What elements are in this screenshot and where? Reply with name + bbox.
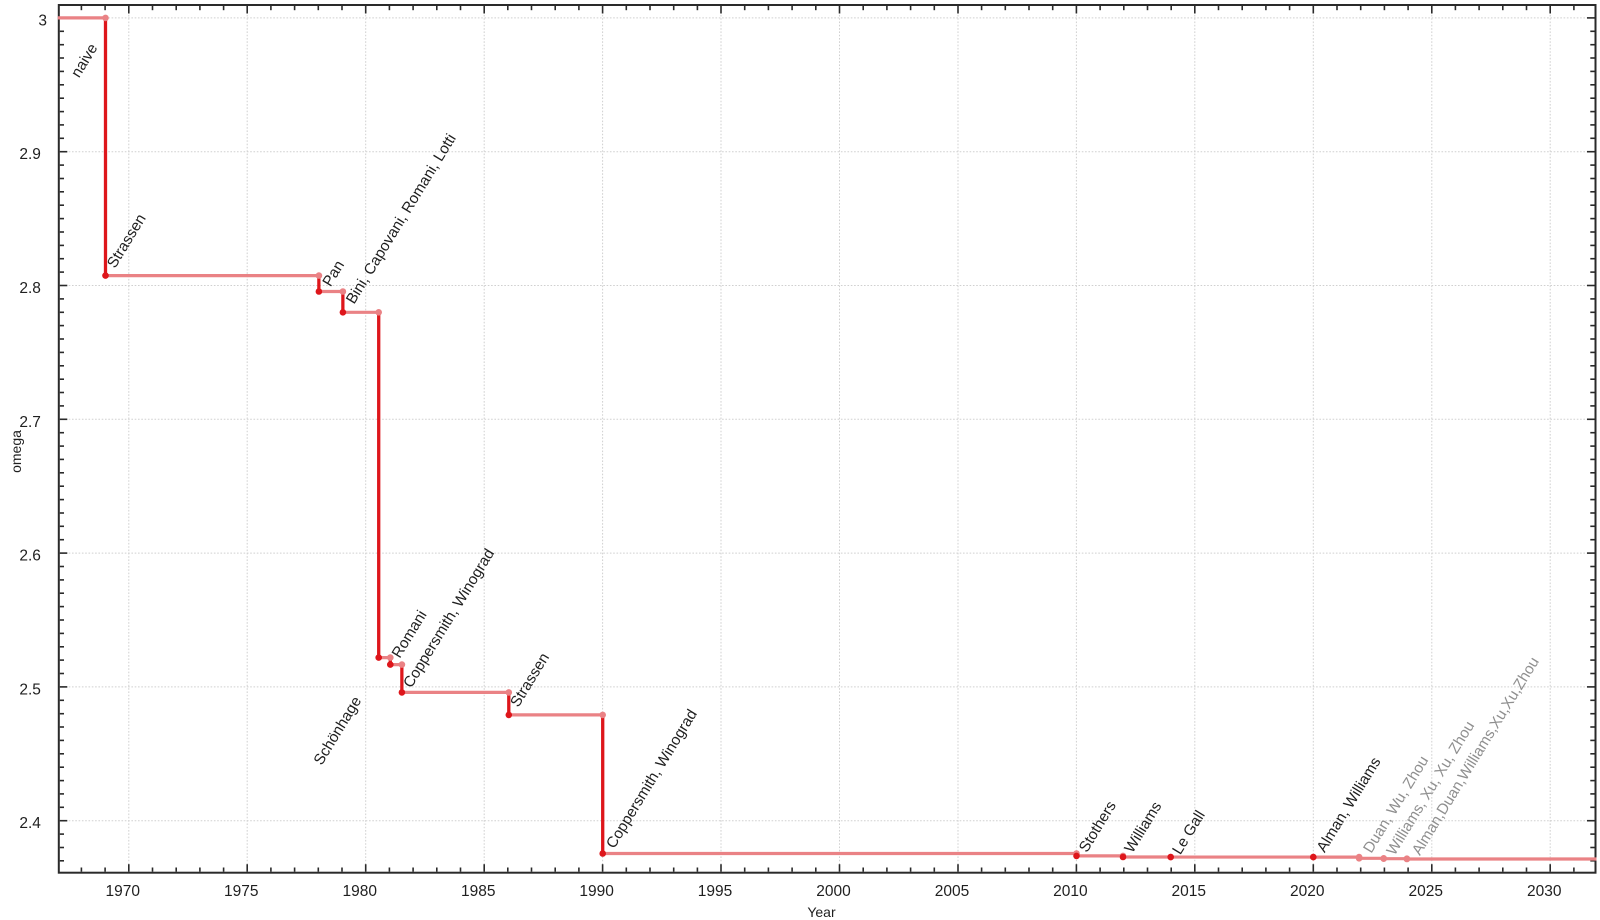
svg-text:2.7: 2.7 bbox=[19, 414, 41, 431]
svg-text:1980: 1980 bbox=[342, 883, 377, 900]
svg-text:2.8: 2.8 bbox=[19, 280, 41, 297]
svg-text:2025: 2025 bbox=[1409, 883, 1443, 900]
svg-text:1995: 1995 bbox=[698, 883, 732, 900]
svg-text:1975: 1975 bbox=[224, 883, 258, 900]
svg-text:2000: 2000 bbox=[816, 883, 851, 900]
svg-text:2.5: 2.5 bbox=[19, 681, 41, 698]
svg-text:Year: Year bbox=[807, 904, 836, 920]
svg-text:2030: 2030 bbox=[1527, 883, 1562, 900]
svg-text:2.4: 2.4 bbox=[19, 815, 41, 832]
svg-text:1985: 1985 bbox=[461, 883, 495, 900]
svg-text:2010: 2010 bbox=[1053, 883, 1088, 900]
svg-text:2.9: 2.9 bbox=[19, 146, 41, 163]
svg-text:2.6: 2.6 bbox=[19, 548, 41, 565]
svg-text:3: 3 bbox=[38, 12, 47, 29]
svg-text:2015: 2015 bbox=[1172, 883, 1206, 900]
svg-text:1970: 1970 bbox=[106, 883, 141, 900]
svg-text:2020: 2020 bbox=[1290, 883, 1325, 900]
svg-text:2005: 2005 bbox=[935, 883, 969, 900]
svg-text:omega: omega bbox=[8, 430, 24, 473]
svg-text:1990: 1990 bbox=[579, 883, 614, 900]
